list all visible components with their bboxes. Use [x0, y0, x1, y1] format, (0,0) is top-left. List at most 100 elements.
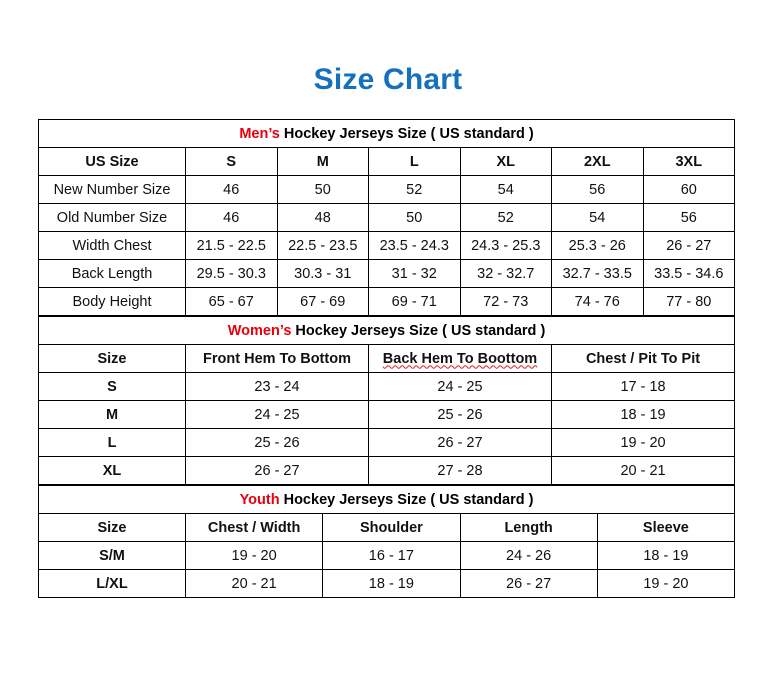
youth-col-header-2: Shoulder	[322, 513, 461, 542]
mens-col-header-4: XL	[459, 147, 552, 176]
mens-col-header-1: S	[185, 147, 278, 176]
womens-size-table: Women’s Hockey Jerseys Size ( US standar…	[37, 316, 736, 485]
table-cell: 60	[642, 175, 736, 204]
table-cell: 20 - 21	[550, 456, 736, 485]
youth-row-label-1: L/XL	[38, 569, 186, 598]
table-cell: 29.5 - 30.3	[185, 259, 278, 288]
table-cell: 52	[368, 175, 461, 204]
womens-row-label-1: M	[38, 400, 186, 429]
womens-row-label-3: XL	[38, 456, 186, 485]
table-cell: 26 - 27	[185, 456, 369, 485]
table-cell: 50	[276, 175, 369, 204]
mens-section-band: Men’s Hockey Jerseys Size ( US standard …	[37, 119, 736, 148]
table-cell: 19 - 20	[550, 428, 736, 457]
mens-row-label-4: Body Height	[38, 287, 186, 316]
table-row: Old Number Size 46 48 50 52 54 56	[38, 203, 736, 232]
womens-row-label-2: L	[38, 428, 186, 457]
youth-section-band: Youth Hockey Jerseys Size ( US standard …	[37, 485, 736, 514]
table-cell: 25.3 - 26	[551, 231, 644, 260]
table-cell: 24 - 26	[459, 541, 598, 570]
table-cell: 22.5 - 23.5	[276, 231, 369, 260]
table-cell: 77 - 80	[642, 287, 736, 316]
page-title: Size Chart	[313, 63, 463, 96]
mens-row-label-2: Width Chest	[38, 231, 186, 260]
table-cell: 26 - 27	[642, 231, 736, 260]
mens-row-label-1: Old Number Size	[38, 203, 186, 232]
womens-section-band: Women’s Hockey Jerseys Size ( US standar…	[37, 316, 736, 345]
table-row: Back Length 29.5 - 30.3 30.3 - 31 31 - 3…	[38, 259, 736, 288]
table-cell: 23 - 24	[185, 372, 369, 401]
table-cell: 25 - 26	[368, 400, 552, 429]
youth-col-header-0: Size	[38, 513, 186, 542]
table-cell: 30.3 - 31	[276, 259, 369, 288]
table-cell: 56	[551, 175, 644, 204]
womens-col-header-2: Back Hem To Boottom	[368, 344, 552, 373]
table-cell: 72 - 73	[459, 287, 552, 316]
table-cell: 31 - 32	[368, 259, 461, 288]
youth-size-table: Youth Hockey Jerseys Size ( US standard …	[37, 485, 736, 598]
table-cell: 17 - 18	[550, 372, 736, 401]
table-cell: 26 - 27	[368, 428, 552, 457]
mens-col-header-5: 2XL	[551, 147, 644, 176]
table-row: L 25 - 26 26 - 27 19 - 20	[38, 428, 736, 457]
womens-section-band-row: Women’s Hockey Jerseys Size ( US standar…	[37, 316, 736, 345]
mens-col-header-0: US Size	[38, 147, 186, 176]
table-cell: 46	[185, 203, 278, 232]
womens-col-header-2-text: Back Hem To Boottom	[382, 350, 538, 367]
size-tables-container: Men’s Hockey Jerseys Size ( US standard …	[37, 119, 736, 598]
table-row: New Number Size 46 50 52 54 56 60	[38, 175, 736, 204]
mens-band-rest: Hockey Jerseys Size ( US standard )	[279, 125, 534, 142]
table-cell: 18 - 19	[550, 400, 736, 429]
table-cell: 46	[185, 175, 278, 204]
table-cell: 54	[551, 203, 644, 232]
table-cell: 26 - 27	[459, 569, 598, 598]
table-cell: 20 - 21	[184, 569, 324, 598]
table-row: Size Front Hem To Bottom Back Hem To Boo…	[38, 344, 736, 373]
womens-band-rest: Hockey Jerseys Size ( US standard )	[291, 322, 546, 339]
table-row: S 23 - 24 24 - 25 17 - 18	[38, 372, 736, 401]
table-cell: 54	[459, 175, 552, 204]
table-cell: 24 - 25	[368, 372, 552, 401]
table-cell: 16 - 17	[322, 541, 461, 570]
youth-col-header-4: Sleeve	[596, 513, 736, 542]
table-cell: 24 - 25	[185, 400, 369, 429]
table-cell: 21.5 - 22.5	[185, 231, 278, 260]
mens-row-label-0: New Number Size	[38, 175, 186, 204]
youth-band-rest: Hockey Jerseys Size ( US standard )	[279, 491, 534, 508]
table-cell: 18 - 19	[596, 541, 736, 570]
mens-row-label-3: Back Length	[38, 259, 186, 288]
womens-col-header-1: Front Hem To Bottom	[185, 344, 369, 373]
table-cell: 23.5 - 24.3	[368, 231, 461, 260]
table-row: Width Chest 21.5 - 22.5 22.5 - 23.5 23.5…	[38, 231, 736, 260]
youth-band-highlight: Youth	[239, 491, 280, 508]
table-cell: 67 - 69	[276, 287, 369, 316]
table-cell: 48	[276, 203, 369, 232]
table-cell: 27 - 28	[368, 456, 552, 485]
table-cell: 65 - 67	[185, 287, 278, 316]
table-cell: 33.5 - 34.6	[642, 259, 736, 288]
mens-section-band-row: Men’s Hockey Jerseys Size ( US standard …	[37, 119, 736, 148]
youth-row-label-0: S/M	[38, 541, 186, 570]
youth-section-band-row: Youth Hockey Jerseys Size ( US standard …	[37, 485, 736, 514]
table-cell: 56	[642, 203, 736, 232]
table-cell: 50	[368, 203, 461, 232]
table-cell: 32 - 32.7	[459, 259, 552, 288]
mens-col-header-6: 3XL	[642, 147, 736, 176]
table-cell: 52	[459, 203, 552, 232]
table-row: US Size S M L XL 2XL 3XL	[38, 147, 736, 176]
mens-col-header-2: M	[276, 147, 369, 176]
table-cell: 74 - 76	[551, 287, 644, 316]
womens-row-label-0: S	[38, 372, 186, 401]
womens-col-header-0: Size	[38, 344, 186, 373]
table-cell: 32.7 - 33.5	[551, 259, 644, 288]
table-row: Size Chest / Width Shoulder Length Sleev…	[38, 513, 736, 542]
table-row: L/XL 20 - 21 18 - 19 26 - 27 19 - 20	[38, 569, 736, 598]
youth-col-header-3: Length	[459, 513, 598, 542]
womens-col-header-3: Chest / Pit To Pit	[550, 344, 736, 373]
table-row: Body Height 65 - 67 67 - 69 69 - 71 72 -…	[38, 287, 736, 316]
table-cell: 69 - 71	[368, 287, 461, 316]
table-cell: 25 - 26	[185, 428, 369, 457]
youth-col-header-1: Chest / Width	[184, 513, 324, 542]
table-row: XL 26 - 27 27 - 28 20 - 21	[38, 456, 736, 485]
